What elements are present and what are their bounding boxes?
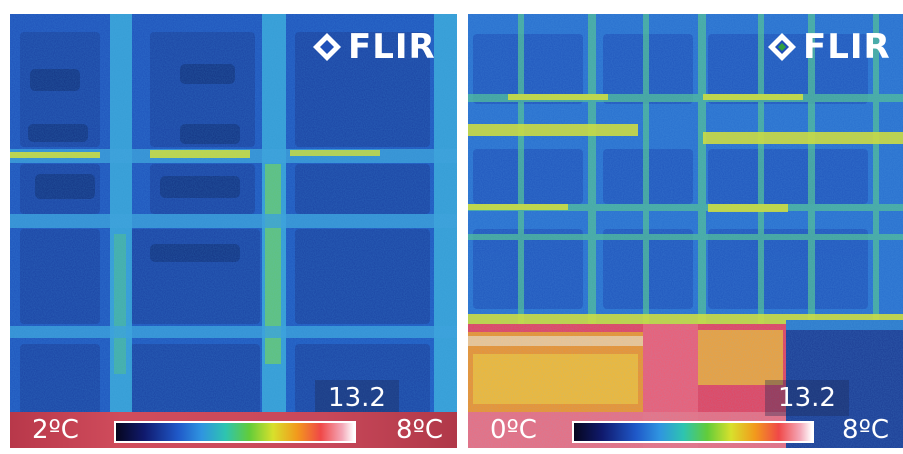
color-scale-gradient bbox=[114, 421, 356, 443]
scale-min-label: 2ºC bbox=[32, 415, 79, 445]
temperature-scale: 0ºC 8ºC bbox=[468, 412, 903, 448]
scale-max-label: 8ºC bbox=[842, 415, 889, 445]
scale-min-label: 0ºC bbox=[490, 415, 537, 445]
color-scale-gradient bbox=[572, 421, 814, 443]
logo-text: FLIR bbox=[803, 27, 891, 67]
thermal-image-right: FLIR 13.2 0ºC 8ºC bbox=[468, 14, 903, 448]
temperature-scale: 2ºC 8ºC bbox=[10, 412, 457, 448]
flir-logo: FLIR bbox=[312, 30, 436, 64]
scale-max-label: 8ºC bbox=[396, 415, 443, 445]
flir-diamond-icon bbox=[768, 33, 796, 61]
logo-text: FLIR bbox=[348, 27, 436, 67]
thermal-image-left: FLIR 13.2 2ºC 8ºC bbox=[10, 14, 457, 448]
flir-logo: FLIR bbox=[767, 30, 891, 64]
thermal-scene-left bbox=[10, 14, 457, 448]
spot-temperature-readout: 13.2 bbox=[315, 380, 399, 416]
flir-diamond-icon bbox=[313, 33, 341, 61]
spot-temperature-readout: 13.2 bbox=[765, 380, 849, 416]
